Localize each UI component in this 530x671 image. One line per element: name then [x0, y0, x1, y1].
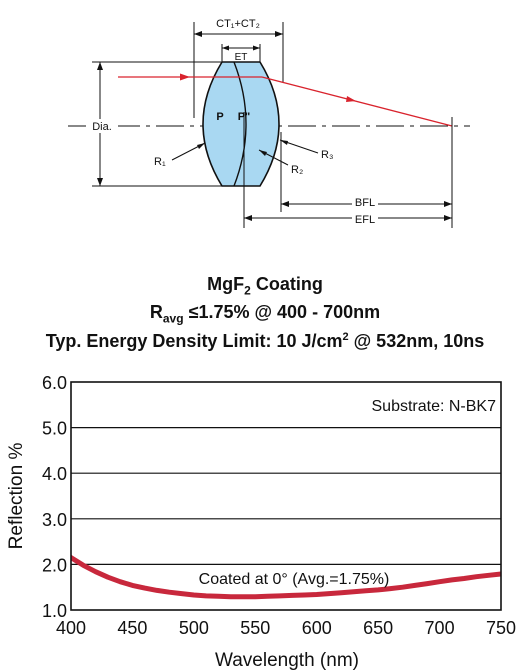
reflection-chart: 1.0 2.0 3.0 4.0 5.0 6.0 400 450 500 550 600 650 700 7… [6, 373, 516, 671]
annotation-coated: Coated at 0° (Avg.=1.75%) [199, 571, 390, 588]
y-tick-label: 3.0 [42, 510, 67, 530]
y-axis-label: Reflection % [6, 443, 27, 550]
x-tick-label: 650 [363, 618, 393, 638]
axis-ticks: 1.0 2.0 3.0 4.0 5.0 6.0 400 450 500 550 600 650 700 7… [42, 373, 516, 638]
x-tick-label: 750 [486, 618, 516, 638]
lens-diagram: CT₁+CT₂ ET Dia. P P" R₁ R₂ R₃ BFL E [68, 18, 470, 228]
x-tick-label: 500 [179, 618, 209, 638]
r3-label: R₃ [321, 149, 333, 161]
et-label: ET [235, 52, 248, 63]
lens-interface [233, 61, 247, 187]
plot-frame [70, 381, 502, 611]
x-tick-label: 400 [56, 618, 86, 638]
ct-label: CT₁+CT₂ [216, 18, 260, 30]
grid-lines [71, 426, 501, 565]
r2-label: R₂ [291, 164, 303, 176]
bfl-label: BFL [355, 197, 375, 209]
x-tick-label: 450 [117, 618, 147, 638]
annotation-substrate: Substrate: N-BK7 [372, 398, 497, 415]
chart-title-line1: MgF2 Coating [207, 274, 323, 298]
r1-label: R₁ [154, 156, 166, 168]
chart-title-line3: Typ. Energy Density Limit: 10 J/cm2 @ 53… [45, 331, 485, 351]
chart-title-line2: Ravg ≤1.75% @ 400 - 700nm [149, 302, 381, 326]
y-tick-label: 5.0 [42, 419, 67, 439]
y-tick-label: 1.0 [42, 601, 67, 621]
light-ray [118, 73, 453, 127]
series-layer [71, 554, 501, 600]
y-tick-label: 6.0 [42, 373, 67, 393]
series-line [71, 554, 501, 600]
y-tick-label: 2.0 [42, 555, 67, 575]
dia-label: Dia. [92, 121, 112, 133]
y-tick-label: 4.0 [42, 464, 67, 484]
x-axis-label: Wavelength (nm) [215, 650, 359, 671]
efl-label: EFL [355, 214, 375, 226]
x-tick-label: 550 [240, 618, 270, 638]
p-label: P [216, 111, 223, 123]
x-tick-label: 600 [302, 618, 332, 638]
x-tick-label: 700 [425, 618, 455, 638]
lens-body [202, 61, 280, 187]
